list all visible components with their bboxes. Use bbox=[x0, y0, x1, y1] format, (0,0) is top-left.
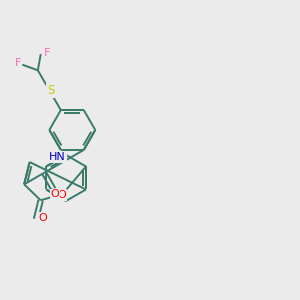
Text: O: O bbox=[57, 190, 66, 200]
Text: O: O bbox=[38, 213, 47, 223]
Text: F: F bbox=[44, 48, 50, 58]
Text: S: S bbox=[47, 84, 55, 97]
Text: F: F bbox=[15, 58, 21, 68]
Text: HN: HN bbox=[49, 152, 66, 162]
Text: O: O bbox=[50, 190, 59, 200]
